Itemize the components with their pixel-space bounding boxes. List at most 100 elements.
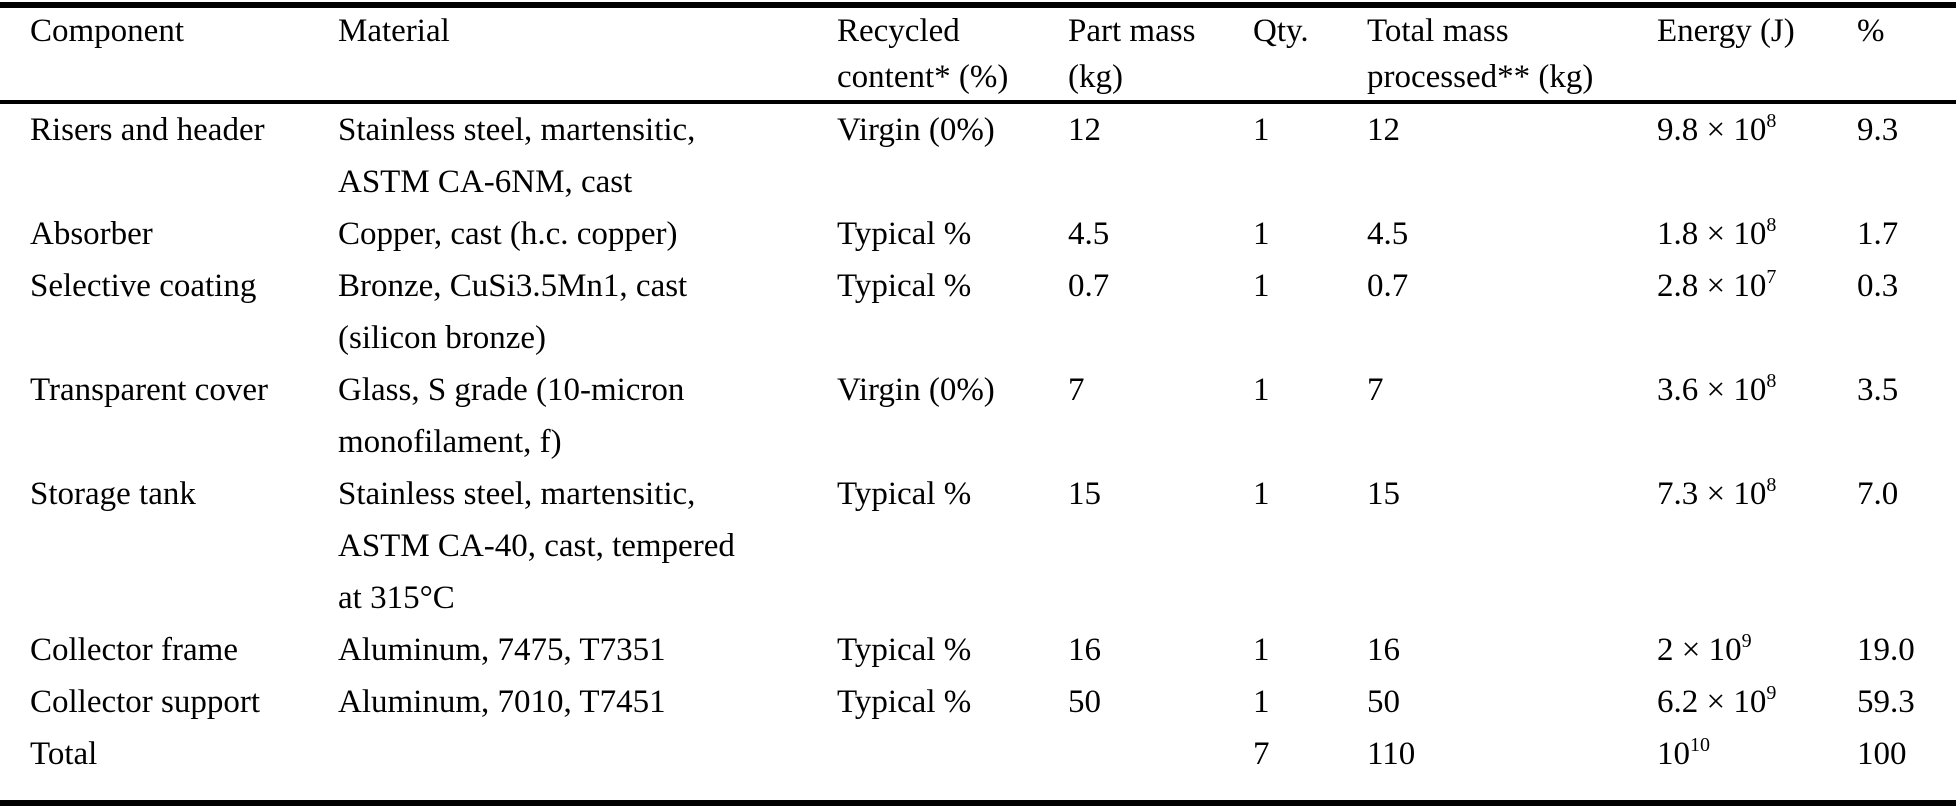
- cell-percent: 7.0: [1857, 476, 1899, 512]
- cell-percent: 3.5: [1857, 372, 1899, 408]
- table-row: Collector support Aluminum, 7010, T7451 Ty…: [0, 676, 1956, 728]
- cell-recycled: Typical %: [837, 268, 972, 304]
- scientific-notation-base: 2.8 × 10: [1657, 268, 1767, 304]
- table-row-total: Total 7 110 1010 100: [0, 728, 1956, 803]
- scientific-notation-base: 1.8 × 10: [1657, 216, 1767, 252]
- scientific-notation-exponent: 9: [1741, 630, 1752, 652]
- cell-part_mass: 0.7: [1068, 268, 1110, 304]
- cell-energy: 1010: [1657, 728, 1857, 803]
- table-row: Absorber Copper, cast (h.c. copper) Typica…: [0, 208, 1956, 260]
- cell-material: Stainless steel, martensitic, ASTM CA-6NM…: [338, 102, 837, 208]
- text-line: at 315°C: [338, 580, 455, 616]
- cell-material: Stainless steel, martensitic, ASTM CA-40,…: [338, 468, 837, 624]
- column-header-total_mass: Total mass processed** (kg): [1367, 5, 1657, 104]
- cell-recycled: [837, 728, 1068, 803]
- cell-material: Bronze, CuSi3.5Mn1, cast (silicon bronze): [338, 260, 837, 364]
- cell-part_mass: 50: [1068, 684, 1101, 720]
- text-line: monofilament, f): [338, 424, 562, 460]
- cell-component: Transparent cover: [30, 372, 268, 408]
- scientific-notation-base: 10: [1657, 736, 1690, 772]
- text-line: Total mass: [1367, 13, 1509, 49]
- cell-qty: 1: [1253, 112, 1270, 148]
- cell-recycled: Typical %: [837, 632, 972, 668]
- text-line: Stainless steel, martensitic,: [338, 476, 696, 512]
- cell-energy: 2.8 × 107: [1657, 260, 1857, 364]
- scientific-notation-base: 3.6 × 10: [1657, 372, 1767, 408]
- column-header-part_mass: Part mass (kg): [1068, 5, 1253, 104]
- cell-recycled: Virgin (0%): [837, 112, 995, 148]
- text-line: Recycled: [837, 13, 960, 49]
- column-header-percent: %: [1857, 5, 1956, 104]
- cell-total_mass: 7: [1367, 372, 1384, 408]
- text-line: ASTM CA-6NM, cast: [338, 164, 633, 200]
- table-body: Risers and header Stainless steel, marten…: [0, 102, 1956, 803]
- cell-percent: 59.3: [1857, 684, 1915, 720]
- table-row: Risers and header Stainless steel, marten…: [0, 102, 1956, 208]
- scientific-notation-exponent: 7: [1766, 266, 1777, 288]
- scientific-notation-exponent: 10: [1690, 734, 1710, 756]
- scientific-notation-base: 9.8 × 10: [1657, 112, 1767, 148]
- table-row: Selective coating Bronze, CuSi3.5Mn1, cas…: [0, 260, 1956, 364]
- cell-energy: 9.8 × 108: [1657, 102, 1857, 208]
- cell-component: Absorber: [30, 216, 153, 252]
- cell-percent: 100: [1857, 736, 1907, 772]
- text-line: (kg): [1068, 59, 1123, 95]
- cell-energy: 7.3 × 108: [1657, 468, 1857, 624]
- text-line: (silicon bronze): [338, 320, 547, 356]
- scientific-notation-exponent: 8: [1766, 474, 1777, 496]
- text-line: ASTM CA-40, cast, tempered: [338, 528, 735, 564]
- cell-total_mass: 15: [1367, 476, 1400, 512]
- scientific-notation-exponent: 8: [1766, 370, 1777, 392]
- cell-part_mass: 4.5: [1068, 216, 1110, 252]
- text-line: processed** (kg): [1367, 59, 1594, 95]
- cell-qty: 1: [1253, 268, 1270, 304]
- scientific-notation-base: 7.3 × 10: [1657, 476, 1767, 512]
- cell-qty: 1: [1253, 372, 1270, 408]
- cell-component: Risers and header: [30, 112, 265, 148]
- scientific-notation-base: 2 × 10: [1657, 632, 1742, 668]
- cell-recycled: Typical %: [837, 684, 972, 720]
- cell-part_mass: 7: [1068, 372, 1085, 408]
- column-header-component: Component: [0, 5, 338, 104]
- cell-recycled: Virgin (0%): [837, 372, 995, 408]
- table-row: Storage tank Stainless steel, martensitic…: [0, 468, 1956, 624]
- cell-qty: 7: [1253, 736, 1270, 772]
- text-line: Glass, S grade (10-micron: [338, 372, 685, 408]
- cell-total_mass: 4.5: [1367, 216, 1409, 252]
- cell-total_mass: 110: [1367, 736, 1416, 772]
- text-line: content* (%): [837, 59, 1009, 95]
- cell-percent: 9.3: [1857, 112, 1899, 148]
- cell-percent: 1.7: [1857, 216, 1899, 252]
- cell-part_mass: 16: [1068, 632, 1101, 668]
- cell-qty: 1: [1253, 216, 1270, 252]
- scientific-notation-exponent: 9: [1766, 682, 1777, 704]
- cell-qty: 1: [1253, 684, 1270, 720]
- column-header-recycled: Recycled content* (%): [837, 5, 1068, 104]
- text-line: Part mass: [1068, 13, 1196, 49]
- scientific-notation-base: 6.2 × 10: [1657, 684, 1767, 720]
- cell-qty: 1: [1253, 476, 1270, 512]
- text-line: Stainless steel, martensitic,: [338, 112, 696, 148]
- cell-component: Selective coating: [30, 268, 257, 304]
- column-header-qty: Qty.: [1253, 5, 1367, 104]
- cell-component: Collector support: [30, 684, 261, 720]
- cell-recycled: Typical %: [837, 216, 972, 252]
- table-row: Collector frame Aluminum, 7475, T7351 Typi…: [0, 624, 1956, 676]
- cell-energy: 2 × 109: [1657, 624, 1857, 676]
- scientific-notation-exponent: 8: [1766, 214, 1777, 236]
- cell-component: Total: [30, 736, 98, 772]
- cell-energy: 1.8 × 108: [1657, 208, 1857, 260]
- scientific-notation-exponent: 8: [1766, 110, 1777, 132]
- cell-energy: 6.2 × 109: [1657, 676, 1857, 728]
- cell-recycled: Typical %: [837, 476, 972, 512]
- cell-material: Aluminum, 7010, T7451: [338, 684, 666, 720]
- text-line: Bronze, CuSi3.5Mn1, cast: [338, 268, 688, 304]
- column-header-material: Material: [338, 5, 837, 104]
- cell-percent: 19.0: [1857, 632, 1915, 668]
- cell-qty: 1: [1253, 632, 1270, 668]
- column-header-energy: Energy (J): [1657, 5, 1857, 104]
- cell-part_mass: [1068, 728, 1253, 803]
- cell-material: Copper, cast (h.c. copper): [338, 216, 678, 252]
